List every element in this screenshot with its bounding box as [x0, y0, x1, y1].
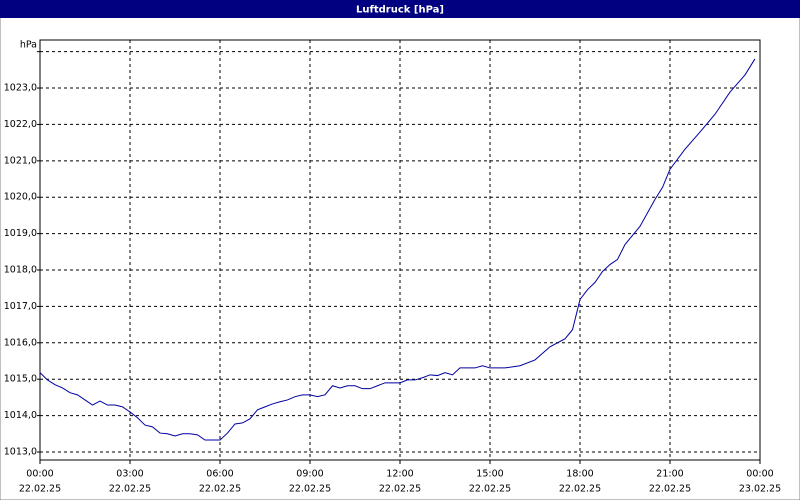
x-tick-label: 15:00: [476, 469, 503, 480]
x-tick-label: 12:00: [386, 469, 413, 480]
y-tick-label: 1015,0: [4, 374, 37, 385]
y-tick-label: 1019,0: [4, 228, 37, 239]
y-tick-label: 1014,0: [4, 410, 37, 421]
x-tick-label: 18:00: [566, 469, 593, 480]
x-tick-label: 23.02.25: [739, 484, 781, 495]
x-tick-label: 22.02.25: [289, 484, 331, 495]
x-tick-label: 22.02.25: [559, 484, 601, 495]
y-tick-label: 1018,0: [4, 265, 37, 276]
x-tick-label: 22.02.25: [469, 484, 511, 495]
y-tick-label: 1022,0: [4, 119, 37, 130]
x-tick-label: 00:00: [26, 469, 53, 480]
x-tick-label: 21:00: [656, 469, 683, 480]
y-tick-label: 1021,0: [4, 155, 37, 166]
x-tick-label: 06:00: [206, 469, 233, 480]
x-tick-label: 03:00: [116, 469, 143, 480]
x-tick-label: 22.02.25: [379, 484, 421, 495]
y-axis-label: hPa: [20, 40, 37, 51]
pressure-line: [39, 58, 756, 441]
y-tick-label: 1013,0: [4, 446, 37, 457]
title-bar: [0, 0, 800, 18]
x-tick-label: 22.02.25: [649, 484, 691, 495]
x-tick-label: 09:00: [296, 469, 323, 480]
chart-title: Luftdruck [hPa]: [356, 5, 444, 16]
y-tick-label: 1017,0: [4, 301, 37, 312]
y-tick-label: 1016,0: [4, 337, 37, 348]
x-tick-label: 22.02.25: [19, 484, 61, 495]
x-tick-label: 00:00: [746, 469, 773, 480]
y-tick-label: 1020,0: [4, 192, 37, 203]
y-tick-label: 1023,0: [4, 83, 37, 94]
x-tick-label: 22.02.25: [109, 484, 151, 495]
x-tick-label: 22.02.25: [199, 484, 241, 495]
